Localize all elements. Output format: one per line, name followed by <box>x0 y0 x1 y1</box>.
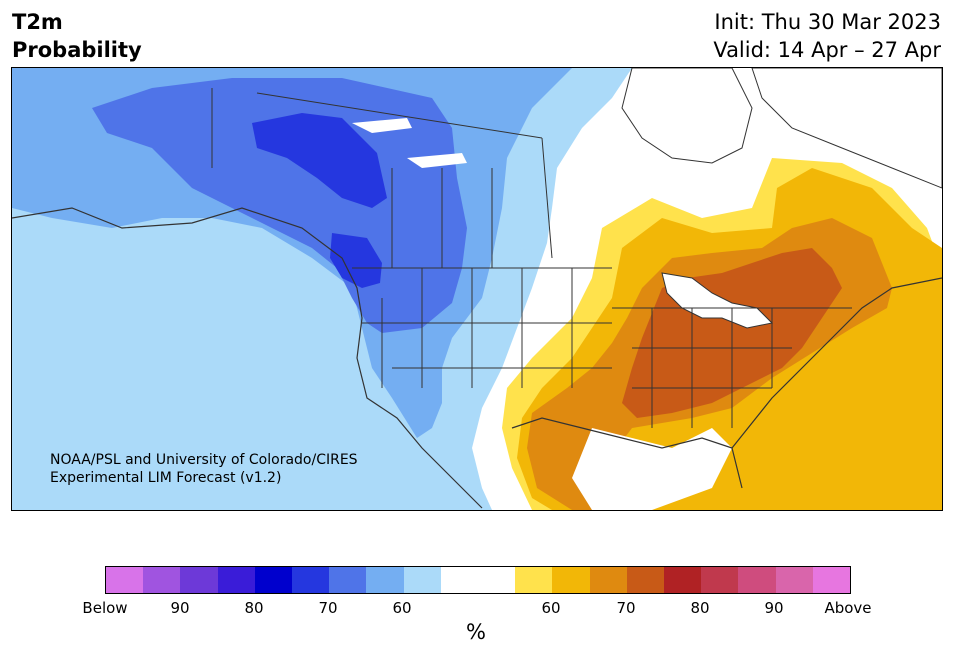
credit-line-1: NOAA/PSL and University of Colorado/CIRE… <box>50 452 358 468</box>
forecast-dates: Init: Thu 30 Mar 2023 Valid: 14 Apr – 27… <box>713 8 941 64</box>
colorbar-tick-label: 80 <box>690 599 710 617</box>
colorbar-tick-label: 60 <box>392 599 412 617</box>
colorbar-cell <box>106 567 144 593</box>
colorbar-cell <box>403 567 441 593</box>
colorbar-cell <box>217 567 255 593</box>
map-title: T2m Probability <box>12 8 142 64</box>
blue-80-region-coast <box>330 233 382 288</box>
colorbar-cell <box>738 567 776 593</box>
great-slave-lake <box>407 153 467 168</box>
colorbar-cell <box>440 567 479 593</box>
credit-line-2: Experimental LIM Forecast (v1.2) <box>50 470 281 486</box>
title-line-2: Probability <box>12 38 142 62</box>
colorbar-cell <box>775 567 813 593</box>
colorbar-tick-label: 80 <box>244 599 264 617</box>
colorbar-cell <box>552 567 590 593</box>
colorbar-cell <box>254 567 293 593</box>
colorbar-cell <box>292 567 330 593</box>
colorbar-cell <box>515 567 553 593</box>
probability-colorbar <box>105 566 851 594</box>
colorbar-cell <box>143 567 181 593</box>
blue-80-region-north <box>252 113 387 208</box>
gulf-of-mexico <box>572 428 732 510</box>
colorbar-cell <box>329 567 367 593</box>
colorbar-unit: % <box>466 620 486 644</box>
great-lakes <box>661 272 774 329</box>
colorbar-tick-label: Below <box>82 599 128 617</box>
colorbar-cell <box>664 567 702 593</box>
colorbar-cell <box>701 567 739 593</box>
title-line-1: T2m <box>12 10 63 34</box>
colorbar-tick-label: Above <box>824 599 872 617</box>
borders <box>211 88 852 428</box>
colorbar-tick-label: 70 <box>616 599 636 617</box>
colorbar-cell <box>180 567 218 593</box>
arctic-islands <box>751 68 942 189</box>
hudson-bay <box>621 68 753 164</box>
coastlines <box>12 207 942 509</box>
colorbar-cell <box>626 567 665 593</box>
valid-period: Valid: 14 Apr – 27 Apr <box>713 38 941 62</box>
colorbar-tick-label: 90 <box>764 599 784 617</box>
colorbar-cell <box>589 567 627 593</box>
init-date: Init: Thu 30 Mar 2023 <box>714 10 941 34</box>
colorbar-cell <box>478 567 516 593</box>
great-bear-lake <box>352 118 412 133</box>
colorbar-cell <box>812 567 851 593</box>
forecast-map: NOAA/PSL and University of Colorado/CIRE… <box>11 67 943 511</box>
colorbar-tick-label: 60 <box>541 599 561 617</box>
colorbar-tick-label: 90 <box>170 599 190 617</box>
colorbar-cell <box>366 567 404 593</box>
colorbar-tick-label: 70 <box>318 599 338 617</box>
map-canvas: NOAA/PSL and University of Colorado/CIRE… <box>12 68 942 510</box>
